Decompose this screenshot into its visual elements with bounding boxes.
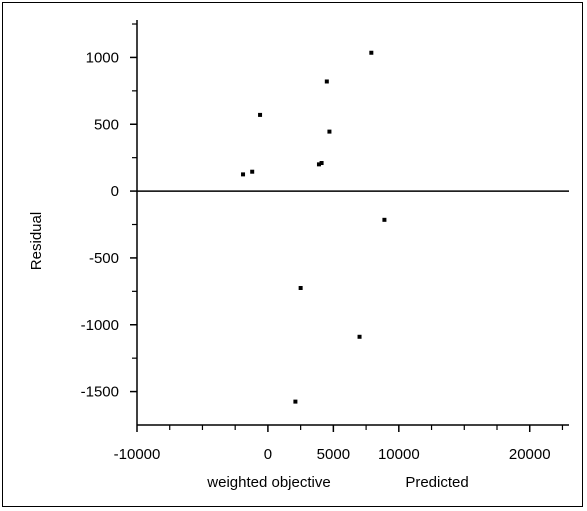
y-tick-label: -1000: [81, 317, 119, 334]
y-tick-label: 500: [94, 116, 119, 133]
y-axis-label: Residual: [28, 212, 45, 270]
data-point: [293, 399, 298, 404]
x-tick-label: 20000: [509, 446, 551, 463]
x-tick-label: 0: [264, 446, 272, 463]
data-point: [319, 161, 324, 166]
x-tick-label: 10000: [378, 446, 420, 463]
data-point: [258, 112, 263, 117]
data-point: [369, 50, 374, 55]
y-tick-label: 1000: [86, 49, 119, 66]
y-tick-label: -1500: [81, 384, 119, 401]
x-tick-label: 5000: [317, 446, 350, 463]
data-point: [250, 169, 255, 174]
data-point: [382, 217, 387, 222]
data-point: [241, 172, 246, 177]
chart-frame: [2, 2, 583, 507]
y-tick-label: -500: [89, 250, 119, 267]
data-point: [327, 129, 332, 134]
data-point: [316, 162, 321, 167]
data-points: [241, 50, 387, 404]
data-point: [298, 285, 303, 290]
x-tick-label: -10000: [114, 446, 161, 463]
y-tick-label: 0: [111, 183, 119, 200]
x-axis-label: weighted objective: [206, 474, 330, 491]
data-point: [324, 79, 329, 84]
x-axis-label-predicted: Predicted: [405, 474, 468, 491]
data-point: [357, 334, 362, 339]
